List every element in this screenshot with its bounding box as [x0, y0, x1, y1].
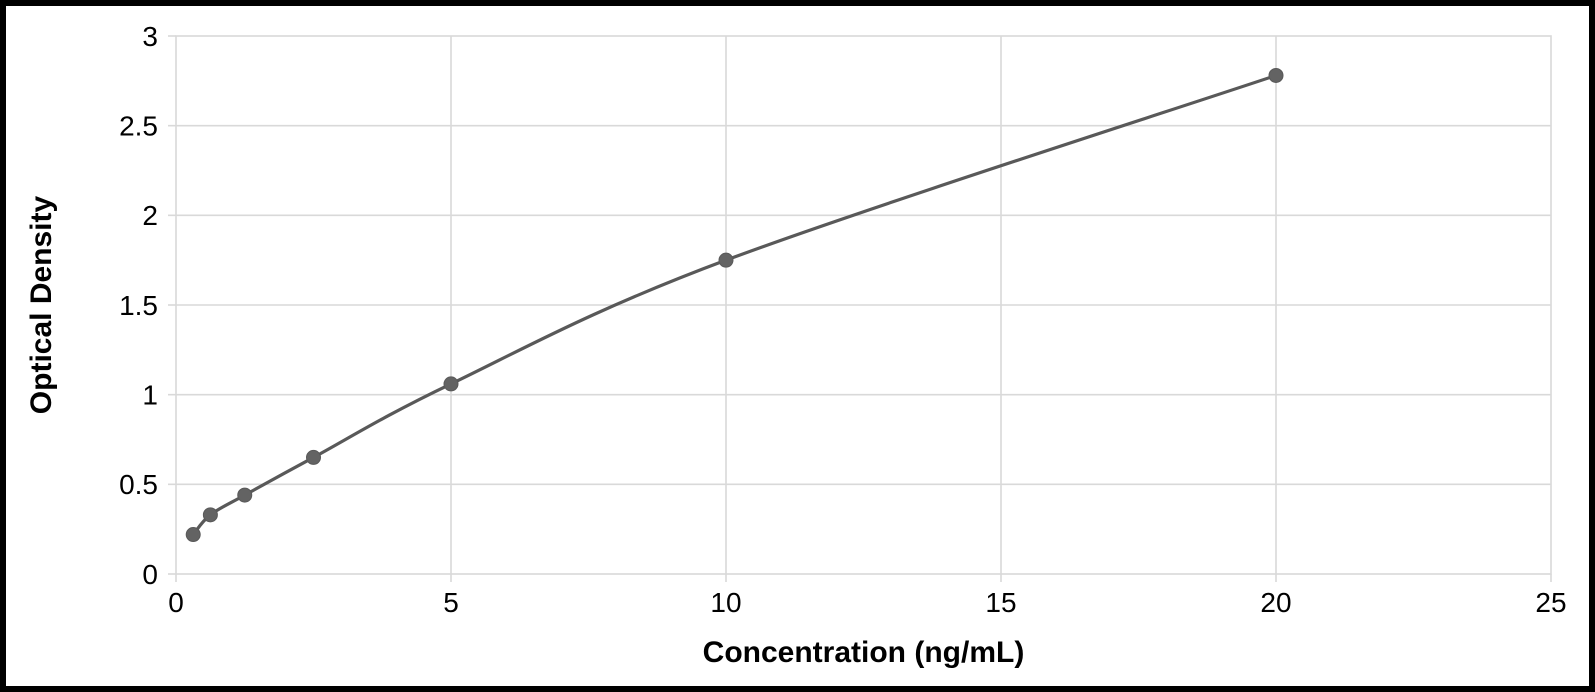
data-marker: [1269, 68, 1283, 82]
y-tick-label: 1: [142, 379, 158, 410]
y-tick-label: 2: [142, 200, 158, 231]
data-marker: [444, 377, 458, 391]
y-tick-label: 0: [142, 559, 158, 590]
standard-curve-chart: 0 5 10 15 20 25 0 0.5 1 1.5 2 2.5 3 Concentration (ng…: [6, 6, 1589, 686]
x-tick-label: 10: [710, 587, 741, 618]
y-tick-label: 2.5: [119, 110, 158, 141]
data-marker: [719, 253, 733, 267]
data-marker: [307, 450, 321, 464]
chart-container: 0 5 10 15 20 25 0 0.5 1 1.5 2 2.5 3 Concentration (ng…: [6, 6, 1589, 686]
x-axis-label: Concentration (ng/mL): [703, 636, 1025, 669]
x-tick-label: 5: [443, 587, 459, 618]
y-axis-label: Optical Density: [25, 195, 58, 414]
x-tick-label: 15: [985, 587, 1016, 618]
x-tick-label: 0: [168, 587, 184, 618]
y-tick-label: 3: [142, 21, 158, 52]
x-tick-label: 25: [1535, 587, 1566, 618]
chart-frame: 0 5 10 15 20 25 0 0.5 1 1.5 2 2.5 3 Concentration (ng…: [0, 0, 1595, 692]
y-tick-label: 0.5: [119, 469, 158, 500]
data-marker: [203, 508, 217, 522]
data-marker: [186, 528, 200, 542]
y-tick-label: 1.5: [119, 290, 158, 321]
x-tick-label: 20: [1260, 587, 1291, 618]
data-marker: [238, 488, 252, 502]
